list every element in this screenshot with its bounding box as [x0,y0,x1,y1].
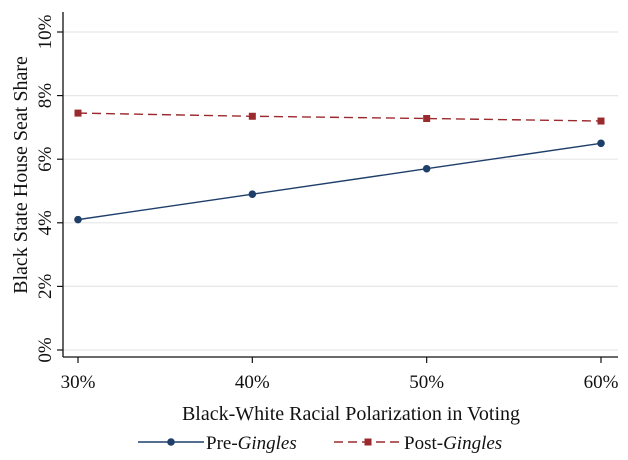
y-tick-label: 10% [35,14,56,49]
x-axis-ticks: 30% 40% 50% 60% [61,357,619,393]
y-axis-title: Black State House Seat Share [10,56,32,294]
y-axis-ticks: 0% 2% 4% 6% 8% 10% [35,14,63,363]
legend-swatch-marker [364,438,372,446]
y-tick-label: 4% [35,210,56,236]
data-point-pre [422,164,431,173]
y-tick-label: 6% [35,146,56,172]
data-point-pre [597,139,605,148]
x-tick-label: 50% [409,372,444,393]
legend-label-prefix: Post- [404,433,443,454]
legend-label-italic: Gingles [443,433,502,454]
legend-label-italic: Gingles [238,433,297,454]
y-tick-label: 8% [35,83,56,109]
series-lines [74,109,605,224]
y-tick-label: 0% [35,337,56,363]
x-tick-label: 40% [235,372,270,393]
plot-area [63,12,618,357]
data-point-pre [74,215,82,224]
x-tick-label: 60% [584,372,619,393]
legend-label-prefix: Pre- [206,433,238,454]
legend: Pre-Gingles Post-Gingles [138,433,502,454]
series-line-pre [77,142,602,221]
legend-item-pre: Pre-Gingles [138,433,297,454]
data-point-post [248,112,256,120]
data-point-post [423,114,431,122]
y-tick-label: 2% [35,274,56,300]
legend-label: Post-Gingles [404,433,502,454]
legend-item-post: Post-Gingles [334,433,502,454]
gridlines [63,31,618,351]
axes [62,12,618,358]
x-tick-label: 30% [61,372,96,393]
data-point-post [74,109,82,117]
x-axis-title: Black-White Racial Polarization in Votin… [182,403,520,425]
legend-label: Pre-Gingles [206,433,297,454]
data-point-pre [248,190,257,198]
data-point-post [597,117,605,125]
series-line-post [77,112,602,122]
legend-swatch-marker [167,438,175,446]
